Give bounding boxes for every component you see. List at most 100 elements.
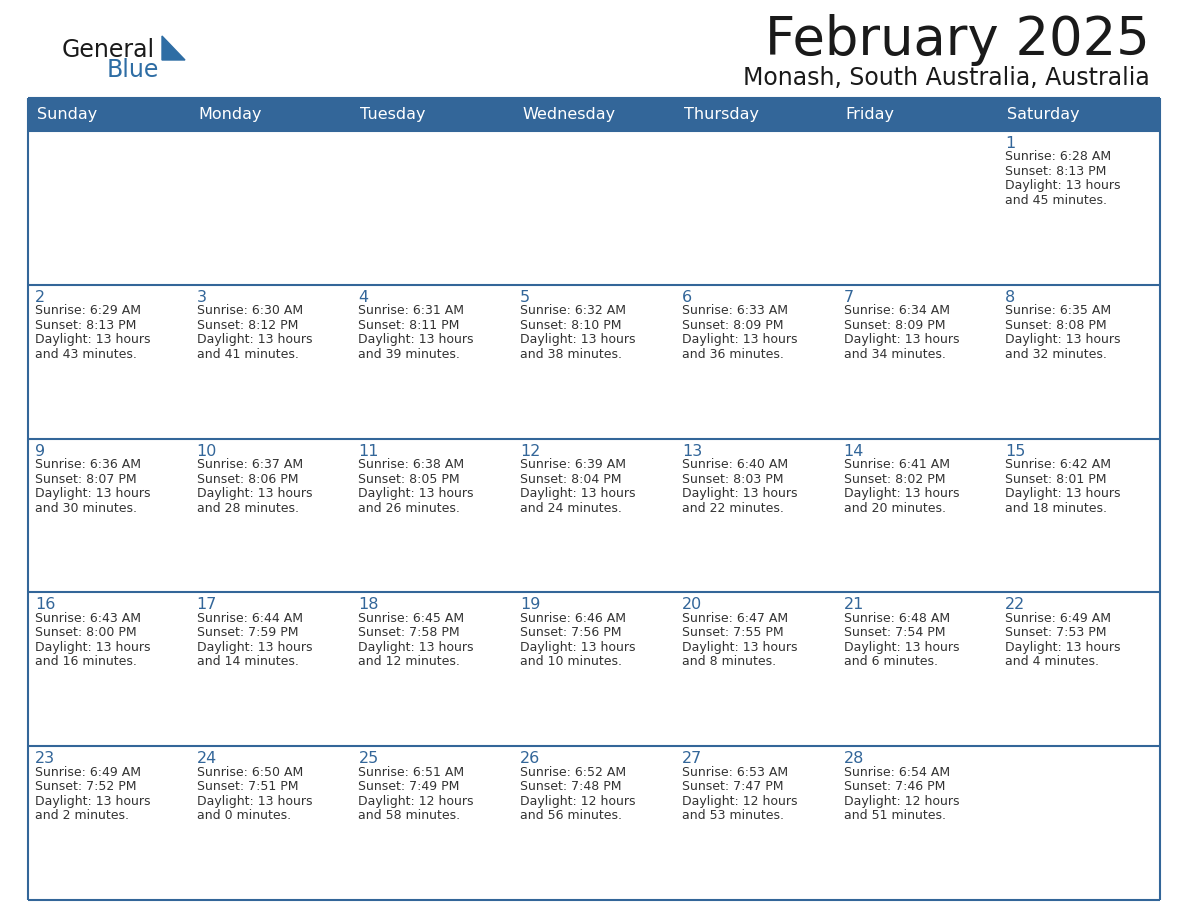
- Text: 5: 5: [520, 290, 530, 305]
- Text: and 38 minutes.: and 38 minutes.: [520, 348, 623, 361]
- Text: Sunset: 8:02 PM: Sunset: 8:02 PM: [843, 473, 946, 486]
- Bar: [513, 131, 675, 285]
- Text: 3: 3: [197, 290, 207, 305]
- Text: Daylight: 12 hours: Daylight: 12 hours: [843, 795, 959, 808]
- Text: Daylight: 13 hours: Daylight: 13 hours: [843, 641, 959, 654]
- Text: Sunset: 7:51 PM: Sunset: 7:51 PM: [197, 780, 298, 793]
- Text: and 32 minutes.: and 32 minutes.: [1005, 348, 1107, 361]
- Text: Daylight: 13 hours: Daylight: 13 hours: [520, 487, 636, 500]
- Bar: [352, 592, 513, 746]
- Text: Daylight: 13 hours: Daylight: 13 hours: [1005, 333, 1120, 346]
- Bar: [190, 131, 352, 285]
- Text: 2: 2: [34, 290, 45, 305]
- Text: 12: 12: [520, 443, 541, 459]
- Bar: [513, 285, 675, 439]
- Text: Sunrise: 6:44 AM: Sunrise: 6:44 AM: [197, 612, 303, 625]
- Text: and 56 minutes.: and 56 minutes.: [520, 809, 623, 823]
- Text: Sunrise: 6:49 AM: Sunrise: 6:49 AM: [34, 766, 141, 778]
- Text: 26: 26: [520, 751, 541, 767]
- Bar: [352, 131, 513, 285]
- Text: Tuesday: Tuesday: [360, 107, 426, 122]
- Text: February 2025: February 2025: [765, 14, 1150, 66]
- Text: Sunrise: 6:42 AM: Sunrise: 6:42 AM: [1005, 458, 1111, 471]
- Text: 6: 6: [682, 290, 691, 305]
- Bar: [836, 439, 998, 592]
- Bar: [190, 98, 352, 131]
- Text: Sunset: 7:58 PM: Sunset: 7:58 PM: [359, 626, 460, 640]
- Text: and 58 minutes.: and 58 minutes.: [359, 809, 461, 823]
- Bar: [675, 98, 836, 131]
- Text: and 0 minutes.: and 0 minutes.: [197, 809, 291, 823]
- Text: Sunset: 8:00 PM: Sunset: 8:00 PM: [34, 626, 137, 640]
- Bar: [190, 746, 352, 900]
- Text: Daylight: 13 hours: Daylight: 13 hours: [359, 333, 474, 346]
- Text: 8: 8: [1005, 290, 1016, 305]
- Text: Sunrise: 6:33 AM: Sunrise: 6:33 AM: [682, 304, 788, 318]
- Text: Sunset: 7:49 PM: Sunset: 7:49 PM: [359, 780, 460, 793]
- Text: Sunset: 8:13 PM: Sunset: 8:13 PM: [34, 319, 137, 331]
- Bar: [836, 131, 998, 285]
- Text: 28: 28: [843, 751, 864, 767]
- Text: Sunset: 8:06 PM: Sunset: 8:06 PM: [197, 473, 298, 486]
- Text: and 20 minutes.: and 20 minutes.: [843, 501, 946, 515]
- Text: 13: 13: [682, 443, 702, 459]
- Text: Sunset: 8:07 PM: Sunset: 8:07 PM: [34, 473, 137, 486]
- Text: 17: 17: [197, 598, 217, 612]
- Bar: [998, 592, 1159, 746]
- Text: Daylight: 13 hours: Daylight: 13 hours: [197, 487, 312, 500]
- Bar: [29, 746, 190, 900]
- Text: 18: 18: [359, 598, 379, 612]
- Text: 27: 27: [682, 751, 702, 767]
- Text: Daylight: 13 hours: Daylight: 13 hours: [34, 795, 151, 808]
- Text: Sunrise: 6:30 AM: Sunrise: 6:30 AM: [197, 304, 303, 318]
- Bar: [998, 439, 1159, 592]
- Bar: [513, 592, 675, 746]
- Text: Wednesday: Wednesday: [523, 107, 615, 122]
- Text: 20: 20: [682, 598, 702, 612]
- Text: Daylight: 13 hours: Daylight: 13 hours: [682, 487, 797, 500]
- Text: Sunrise: 6:52 AM: Sunrise: 6:52 AM: [520, 766, 626, 778]
- Text: and 6 minutes.: and 6 minutes.: [843, 655, 937, 668]
- Bar: [513, 746, 675, 900]
- Text: and 34 minutes.: and 34 minutes.: [843, 348, 946, 361]
- Text: Daylight: 13 hours: Daylight: 13 hours: [359, 641, 474, 654]
- Text: Sunrise: 6:31 AM: Sunrise: 6:31 AM: [359, 304, 465, 318]
- Text: Sunrise: 6:46 AM: Sunrise: 6:46 AM: [520, 612, 626, 625]
- Text: Sunrise: 6:49 AM: Sunrise: 6:49 AM: [1005, 612, 1111, 625]
- Text: Sunrise: 6:34 AM: Sunrise: 6:34 AM: [843, 304, 949, 318]
- Text: 24: 24: [197, 751, 217, 767]
- Text: and 45 minutes.: and 45 minutes.: [1005, 194, 1107, 207]
- Text: Sunset: 8:11 PM: Sunset: 8:11 PM: [359, 319, 460, 331]
- Text: Sunset: 8:10 PM: Sunset: 8:10 PM: [520, 319, 621, 331]
- Bar: [352, 98, 513, 131]
- Text: Sunrise: 6:43 AM: Sunrise: 6:43 AM: [34, 612, 141, 625]
- Text: Sunset: 8:09 PM: Sunset: 8:09 PM: [843, 319, 946, 331]
- Bar: [513, 439, 675, 592]
- Text: Sunset: 8:08 PM: Sunset: 8:08 PM: [1005, 319, 1107, 331]
- Text: Sunset: 7:48 PM: Sunset: 7:48 PM: [520, 780, 621, 793]
- Bar: [998, 131, 1159, 285]
- Bar: [836, 98, 998, 131]
- Bar: [675, 131, 836, 285]
- Text: and 43 minutes.: and 43 minutes.: [34, 348, 137, 361]
- Text: 25: 25: [359, 751, 379, 767]
- Text: and 4 minutes.: and 4 minutes.: [1005, 655, 1099, 668]
- Text: and 28 minutes.: and 28 minutes.: [197, 501, 298, 515]
- Text: Sunrise: 6:51 AM: Sunrise: 6:51 AM: [359, 766, 465, 778]
- Text: Sunset: 7:55 PM: Sunset: 7:55 PM: [682, 626, 783, 640]
- Text: Daylight: 12 hours: Daylight: 12 hours: [682, 795, 797, 808]
- Bar: [836, 746, 998, 900]
- Text: Sunrise: 6:53 AM: Sunrise: 6:53 AM: [682, 766, 788, 778]
- Text: Sunset: 8:09 PM: Sunset: 8:09 PM: [682, 319, 783, 331]
- Text: Thursday: Thursday: [684, 107, 759, 122]
- Text: and 10 minutes.: and 10 minutes.: [520, 655, 623, 668]
- Text: Sunrise: 6:39 AM: Sunrise: 6:39 AM: [520, 458, 626, 471]
- Text: Daylight: 13 hours: Daylight: 13 hours: [1005, 487, 1120, 500]
- Text: Friday: Friday: [846, 107, 895, 122]
- Text: Daylight: 12 hours: Daylight: 12 hours: [359, 795, 474, 808]
- Bar: [352, 285, 513, 439]
- Text: Daylight: 13 hours: Daylight: 13 hours: [197, 795, 312, 808]
- Text: 15: 15: [1005, 443, 1025, 459]
- Text: 7: 7: [843, 290, 854, 305]
- Text: and 30 minutes.: and 30 minutes.: [34, 501, 137, 515]
